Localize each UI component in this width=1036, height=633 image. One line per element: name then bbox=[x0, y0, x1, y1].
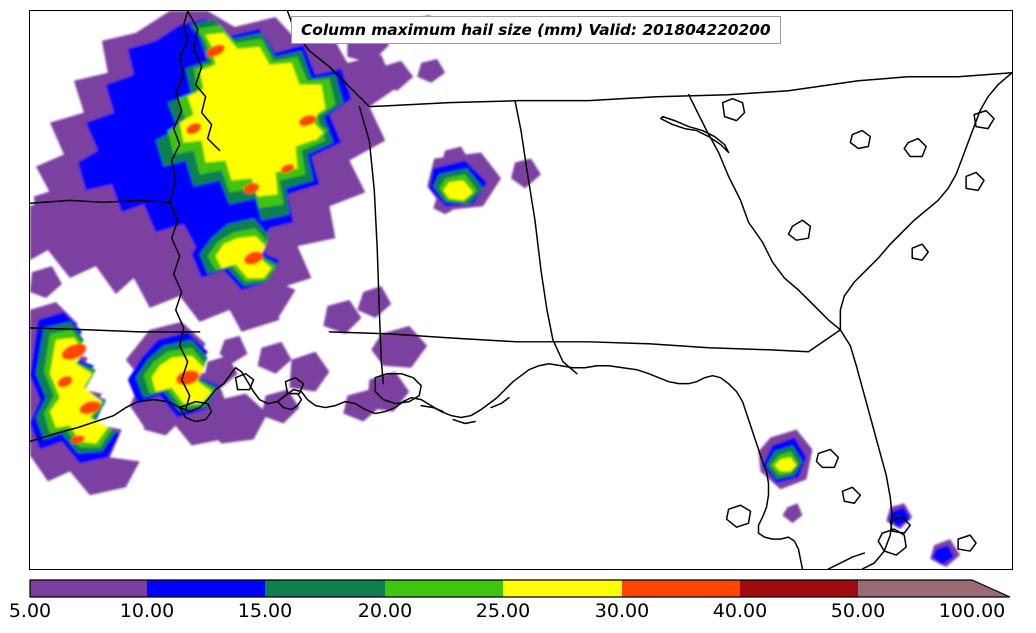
colorbar-segment-purple bbox=[30, 580, 147, 597]
colorbar-tick-label: 10.00 bbox=[119, 600, 175, 622]
coastline-atchafalaya bbox=[178, 400, 213, 423]
colorbar-tick-label: 40.00 bbox=[712, 600, 768, 622]
coastline-barrier-3 bbox=[490, 396, 510, 409]
plot-title: Column maximum hail size (mm) Valid: 201… bbox=[301, 21, 771, 39]
island-small-9 bbox=[889, 516, 911, 534]
hail-field-layer bbox=[30, 11, 961, 568]
island-small-2 bbox=[849, 129, 872, 150]
border-georgia-south-carolina bbox=[687, 93, 842, 331]
coastline-florida-keys bbox=[827, 552, 866, 569]
map-canvas bbox=[30, 11, 1012, 569]
border-tennessee-south bbox=[368, 72, 1012, 108]
colorbar-tick-label: 25.00 bbox=[475, 600, 531, 622]
border-alabama-florida bbox=[328, 331, 518, 343]
island-small-7 bbox=[815, 448, 840, 469]
island-gulf-2 bbox=[284, 376, 305, 395]
border-louisiana-state bbox=[30, 327, 201, 333]
colorbar-tick-label: 100.00 bbox=[938, 600, 1006, 622]
island-small-1 bbox=[721, 97, 746, 122]
border-louisiana-mississippi bbox=[168, 201, 191, 411]
colorbar-swatches bbox=[29, 579, 1011, 598]
border-alabama-georgia bbox=[514, 99, 578, 375]
coastline-barrier-2 bbox=[452, 418, 476, 425]
colorbar-segment-yellow bbox=[503, 580, 622, 597]
colorbar: 5.00 10.00 15.00 20.00 25.00 30.00 40.00 50.00 1… bbox=[0, 578, 1036, 633]
colorbar-tick-label: 15.00 bbox=[237, 600, 293, 622]
river-mississippi bbox=[168, 11, 189, 204]
border-arkansas-louisiana bbox=[30, 199, 171, 205]
title-box: Column maximum hail size (mm) Valid: 201… bbox=[291, 16, 781, 44]
colorbar-segment-darkred bbox=[740, 580, 858, 597]
river-tennessee bbox=[659, 115, 730, 154]
island-lake-okeechobee bbox=[877, 528, 907, 556]
map-panel bbox=[29, 10, 1013, 570]
island-small-11 bbox=[973, 109, 995, 130]
island-small-8 bbox=[841, 486, 862, 504]
border-mississippi-tennessee bbox=[186, 11, 221, 152]
border-georgia-florida bbox=[516, 329, 842, 353]
colorbar-segment-orange bbox=[622, 580, 740, 597]
hail-band-25-30 bbox=[49, 32, 797, 472]
colorbar-tick-label: 5.00 bbox=[8, 600, 52, 622]
island-gulf-1 bbox=[234, 372, 255, 391]
colorbar-segment-blue bbox=[147, 580, 265, 597]
colorbar-tick-label: 30.00 bbox=[594, 600, 650, 622]
island-small-5 bbox=[787, 219, 812, 241]
island-small-6 bbox=[725, 504, 752, 528]
border-mississippi-alabama bbox=[358, 105, 385, 385]
island-small-4 bbox=[911, 243, 929, 261]
coastline-lake-pontchartrain bbox=[374, 372, 422, 405]
island-small-3 bbox=[903, 137, 927, 158]
colorbar-segment-rosybrown bbox=[858, 580, 972, 597]
colorbar-tick-label: 20.00 bbox=[357, 600, 413, 622]
colorbar-segment-green bbox=[385, 580, 503, 597]
coastline-gulf bbox=[30, 362, 804, 569]
colorbar-segment-teal bbox=[265, 580, 385, 597]
island-small-10 bbox=[957, 534, 977, 552]
colorbar-outline bbox=[29, 579, 1011, 598]
coastline-florida-east bbox=[839, 329, 893, 569]
island-small-12 bbox=[965, 171, 985, 192]
coastline-barrier-1 bbox=[420, 404, 444, 413]
colorbar-tick-label: 50.00 bbox=[830, 600, 886, 622]
coastline-carolina bbox=[839, 72, 1012, 331]
